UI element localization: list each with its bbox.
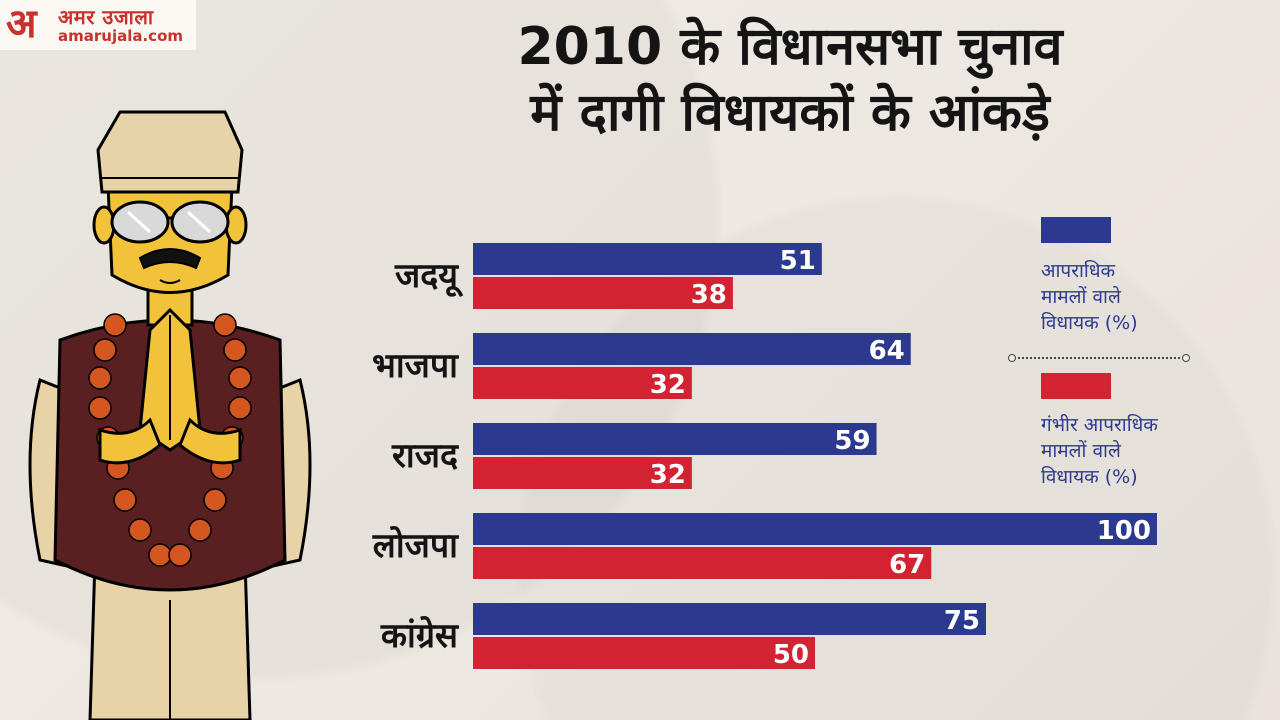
bar-value-label: 38 [691, 280, 727, 310]
bar-criminal [473, 603, 986, 635]
chart-title: 2010 के विधानसभा चुनाव में दागी विधायकों… [380, 14, 1200, 146]
bar-serious-criminal [473, 367, 692, 399]
bar-value-label: 64 [869, 336, 905, 366]
bar-criminal [473, 243, 822, 275]
bar-serious-criminal [473, 457, 692, 489]
legend-label-serious-criminal: गंभीर आपराधिक मामलों वाले विधायक (%) [1041, 414, 1158, 488]
bar-value-label: 67 [889, 550, 925, 580]
bar-value-label: 59 [834, 426, 870, 456]
bar-serious-criminal [473, 277, 733, 309]
bar-value-label: 32 [650, 370, 686, 400]
bar-criminal [473, 333, 911, 365]
logo-mark: अ [6, 1, 37, 47]
chart-title-line-1: 2010 के विधानसभा चुनाव [517, 17, 1063, 77]
legend-swatch-criminal [1041, 217, 1111, 243]
bar-serious-criminal [473, 547, 932, 579]
legend-label-criminal: आपराधिक मामलों वाले विधायक (%) [1041, 260, 1138, 334]
legend-separator [1008, 354, 1190, 362]
bar-value-label: 50 [773, 640, 809, 670]
bar-criminal [473, 423, 877, 455]
sunglasses [110, 200, 230, 244]
logo-domain-text: amarujala.com [58, 27, 184, 45]
bar-value-label: 32 [650, 460, 686, 490]
category-label: लोजपा [372, 525, 459, 566]
politician-illustration [28, 110, 312, 720]
category-label: कांग्रेस [380, 615, 459, 656]
category-label: राजद [391, 436, 459, 476]
chart-title-line-2: में दागी विधायकों के आंकड़े [530, 83, 1050, 143]
bar-value-label: 51 [780, 246, 816, 276]
bar-value-label: 75 [944, 606, 980, 636]
bar-criminal [473, 513, 1157, 545]
category-label: भाजपा [372, 346, 459, 386]
bar-value-label: 100 [1097, 516, 1151, 546]
legend-swatch-serious-criminal [1041, 373, 1111, 399]
brand-logo[interactable]: अ अमर उजाला amarujala.com [0, 0, 196, 50]
category-label: जदयू [394, 256, 464, 298]
bar-serious-criminal [473, 637, 815, 669]
logo-hindi-text: अमर उजाला [58, 5, 154, 29]
